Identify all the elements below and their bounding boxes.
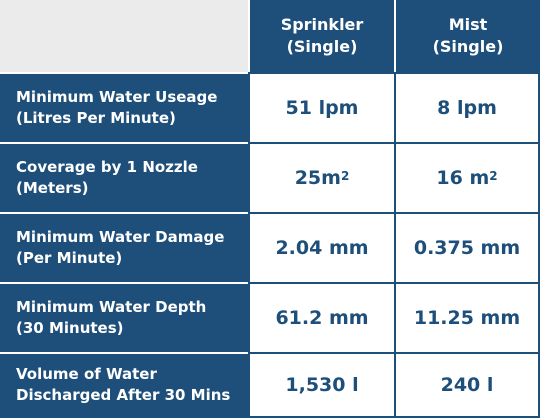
row-header-water-damage: Minimum Water Damage (Per Minute) (0, 212, 248, 282)
mist-water-useage: 8 lpm (394, 72, 540, 142)
row-header-line: Coverage by 1 Nozzle (16, 158, 198, 176)
cell-value: 51 lpm (285, 97, 359, 119)
row-header-line: (Meters) (16, 179, 89, 197)
cell-value: 2.04 mm (275, 237, 369, 259)
mist-water-damage: 0.375 mm (394, 212, 540, 282)
row-header-coverage: Coverage by 1 Nozzle (Meters) (0, 142, 248, 212)
cell-value: 25m (294, 167, 341, 189)
cell-value: 11.25 mm (413, 307, 521, 329)
cell-value: 16 m (436, 167, 490, 189)
row-header-line: Volume of Water (16, 365, 157, 383)
row-header-line: (Per Minute) (16, 249, 123, 267)
row-header-line: (Litres Per Minute) (16, 109, 176, 127)
cell-value: 1,530 l (285, 374, 359, 396)
column-header-line: (Single) (432, 37, 504, 56)
row-header-line: Minimum Water Useage (16, 88, 218, 106)
sprinkler-coverage: 25m 2 (248, 142, 394, 212)
cell-value: 8 lpm (437, 97, 497, 119)
row-header-water-useage: Minimum Water Useage (Litres Per Minute) (0, 72, 248, 142)
cell-value: 61.2 mm (275, 307, 369, 329)
sprinkler-water-depth: 61.2 mm (248, 282, 394, 352)
cell-value: 0.375 mm (413, 237, 521, 259)
column-header-line: (Single) (286, 37, 358, 56)
row-header-volume-discharged: Volume of Water Discharged After 30 Mins (0, 352, 248, 418)
table-corner (0, 0, 248, 72)
sprinkler-water-useage: 51 lpm (248, 72, 394, 142)
row-header-line: Minimum Water Damage (16, 228, 225, 246)
mist-water-depth: 11.25 mm (394, 282, 540, 352)
column-header-line: Mist (448, 15, 488, 34)
column-header-line: Sprinkler (280, 15, 364, 34)
row-header-water-depth: Minimum Water Depth (30 Minutes) (0, 282, 248, 352)
sprinkler-water-damage: 2.04 mm (248, 212, 394, 282)
sprinkler-volume-discharged: 1,530 l (248, 352, 394, 418)
row-header-line: Discharged After 30 Mins (16, 386, 231, 404)
column-header-sprinkler: Sprinkler (Single) (248, 0, 394, 72)
column-header-mist: Mist (Single) (394, 0, 540, 72)
mist-volume-discharged: 240 l (394, 352, 540, 418)
cell-value: 240 l (440, 374, 494, 396)
row-header-line: (30 Minutes) (16, 319, 124, 337)
row-header-line: Minimum Water Depth (16, 298, 207, 316)
